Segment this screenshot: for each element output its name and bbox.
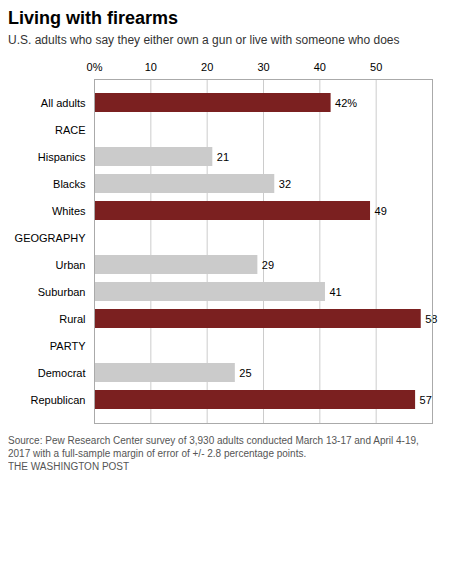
- svg-text:Urban: Urban: [56, 259, 86, 271]
- svg-text:21: 21: [217, 151, 229, 163]
- svg-text:0%: 0%: [87, 61, 103, 73]
- svg-text:57: 57: [420, 394, 432, 406]
- svg-text:30: 30: [257, 61, 269, 73]
- svg-text:RACE: RACE: [55, 124, 86, 136]
- svg-text:All adults: All adults: [41, 97, 86, 109]
- svg-text:PARTY: PARTY: [50, 340, 86, 352]
- svg-text:42%: 42%: [335, 97, 357, 109]
- svg-text:32: 32: [279, 178, 291, 190]
- html-text:Living with firearms: Living with firearms: [8, 8, 178, 28]
- svg-text:41: 41: [329, 286, 341, 298]
- svg-text:Republican: Republican: [30, 394, 85, 406]
- html-text:2017 with a full-sample margin: 2017 with a full-sample margin of error …: [8, 448, 307, 459]
- svg-text:50: 50: [370, 61, 382, 73]
- svg-text:Democrat: Democrat: [38, 367, 86, 379]
- svg-text:Rural: Rural: [59, 313, 85, 325]
- svg-text:10: 10: [145, 61, 157, 73]
- svg-text:29: 29: [262, 259, 274, 271]
- html-text:Source: Pew Research Center su: Source: Pew Research Center survey of 3,…: [8, 435, 419, 446]
- svg-text:GEOGRAPHY: GEOGRAPHY: [15, 232, 87, 244]
- svg-text:20: 20: [201, 61, 213, 73]
- svg-text:Suburban: Suburban: [38, 286, 86, 298]
- svg-text:Whites: Whites: [52, 205, 86, 217]
- svg-text:Blacks: Blacks: [53, 178, 86, 190]
- svg-text:Hispanics: Hispanics: [38, 151, 86, 163]
- svg-text:40: 40: [314, 61, 326, 73]
- svg-text:49: 49: [375, 205, 387, 217]
- svg-text:25: 25: [239, 367, 251, 379]
- html-text:U.S. adults who say they eithe: U.S. adults who say they either own a gu…: [8, 33, 400, 47]
- svg-text:58: 58: [425, 313, 437, 325]
- html-text:THE WASHINGTON POST: THE WASHINGTON POST: [8, 461, 130, 472]
